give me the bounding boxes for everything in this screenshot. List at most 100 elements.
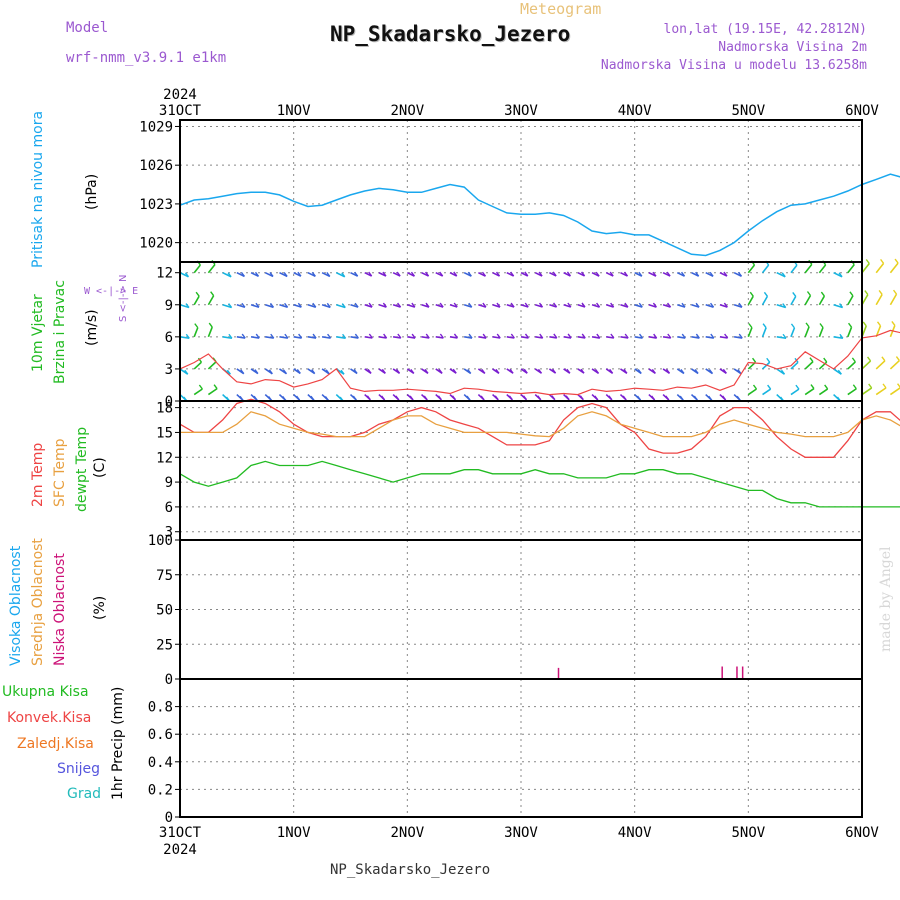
- wind-barb: [677, 336, 686, 339]
- wind-barb: [818, 388, 829, 396]
- wind-barb-flag: [240, 369, 245, 375]
- wind-barb-flag: [425, 302, 430, 308]
- wind-barb: [563, 304, 572, 308]
- wind-barb-flag: [881, 356, 886, 362]
- x-tick-label-bottom: 5NOV: [731, 825, 765, 841]
- y-tick-label: 3: [165, 525, 173, 541]
- wind-barb-flag: [227, 272, 232, 278]
- wind-barb-flag: [610, 302, 615, 308]
- panel-frame: [179, 400, 863, 541]
- wind-barb-flag: [749, 291, 754, 297]
- wind-barb-flag: [864, 290, 869, 296]
- wind-barb: [207, 326, 213, 338]
- wind-barb: [336, 304, 346, 309]
- wind-barb-flag: [805, 322, 810, 328]
- wind-barb-flag: [466, 395, 471, 401]
- wind-barb: [719, 304, 728, 308]
- wind-barb: [250, 336, 260, 339]
- wind-barb: [449, 304, 458, 308]
- wind-barb-flag: [342, 333, 347, 339]
- cloud-label-high: Visoka Oblacnost: [8, 545, 24, 666]
- wind-barb: [506, 304, 515, 308]
- wind-barb: [520, 304, 529, 308]
- pressure-line: [179, 173, 900, 257]
- precip-label-conv: Konvek.Kisa: [7, 710, 92, 726]
- wind-barb-flag: [239, 395, 244, 401]
- wind-barb: [847, 388, 857, 396]
- wind-barb-flag: [737, 271, 743, 277]
- wind-barb: [790, 327, 796, 338]
- wind-barb: [634, 336, 643, 339]
- wind-barb-flag: [185, 303, 190, 308]
- wind-barb: [222, 271, 232, 278]
- x-tick-label-bottom: 6NOV: [845, 825, 879, 841]
- wind-barb-flag: [194, 323, 199, 329]
- wind-barb-flag: [552, 368, 557, 374]
- wind-barb-flag: [495, 368, 500, 374]
- precip-label-snow: Snijeg: [57, 761, 101, 777]
- wind-barb-flag: [723, 302, 728, 308]
- wind-barb: [761, 327, 767, 338]
- wind-barb: [222, 304, 232, 309]
- wind-barb: [293, 304, 302, 308]
- wind-barb: [534, 304, 543, 308]
- wind-barb-flag: [693, 395, 698, 401]
- wind-barb-flag: [665, 368, 671, 374]
- wind-barb-flag: [353, 368, 358, 374]
- wind-barb-flag: [892, 289, 898, 295]
- wind-barb-flag: [709, 271, 714, 277]
- y-tick-label: 1020: [139, 236, 173, 252]
- wind-barb-flag: [623, 271, 629, 277]
- wind-barb: [648, 304, 657, 308]
- temp-label-sfc: SFC Temp: [52, 438, 68, 507]
- wind-barb-flag: [439, 302, 444, 308]
- x-year-bottom: 2024: [163, 842, 197, 858]
- wind-barb-flag: [198, 384, 203, 390]
- wind-barb-flag: [867, 356, 872, 362]
- wind-barb-flag: [609, 271, 614, 277]
- y-tick-label: 9: [165, 298, 173, 314]
- wind-barb: [321, 304, 331, 309]
- pressure-label: Pritisak na nivou mora: [30, 110, 46, 268]
- wind-barb-flag: [823, 357, 828, 363]
- wind-barb: [776, 304, 786, 309]
- wind-barb-flag: [637, 368, 642, 374]
- wind-barb-flag: [894, 258, 899, 264]
- cloud-label-mid: Srednja Oblacnost: [30, 538, 46, 666]
- wind-barb-flag: [228, 333, 233, 339]
- wind-barb: [335, 271, 346, 278]
- wind-barb-flag: [679, 395, 684, 401]
- wind-label-1: 10m Vjetar: [30, 294, 46, 372]
- wind-barb: [790, 388, 800, 396]
- wind-barb: [776, 336, 787, 340]
- wind-barb-flag: [638, 271, 643, 277]
- wind-barb: [250, 304, 260, 308]
- wind-barb-flag: [453, 302, 458, 308]
- wind-barb: [279, 304, 288, 309]
- wind-barb-flag: [409, 395, 414, 401]
- wind-barb-flag: [537, 395, 542, 401]
- wind-barb: [804, 295, 812, 306]
- wind-barb-flag: [852, 384, 857, 390]
- wind-barb-flag: [496, 333, 501, 339]
- wind-barb-flag: [311, 369, 316, 375]
- wind-barb: [818, 295, 826, 306]
- y-tick-label: 18: [156, 401, 173, 417]
- x-tick-label-top: 5NOV: [731, 103, 765, 119]
- x-tick-label-top: 31OCT: [159, 103, 202, 119]
- wind-barb: [705, 336, 714, 339]
- wind-barb: [207, 387, 218, 396]
- meteogram-label: Meteogram: [520, 0, 602, 18]
- wind-barb-flag: [411, 333, 416, 339]
- wind-barb: [847, 295, 854, 306]
- wind-barb: [875, 360, 886, 370]
- wind-barb: [705, 304, 714, 308]
- wind-barb: [549, 304, 557, 308]
- wind-barb-flag: [381, 368, 386, 374]
- wind-barb: [889, 293, 898, 306]
- wind-barb-flag: [326, 302, 331, 308]
- x-tick-label-bottom: 1NOV: [277, 825, 311, 841]
- wind-barb-flag: [296, 369, 301, 374]
- wind-barb-flag: [695, 333, 700, 339]
- wind-barb: [207, 263, 216, 274]
